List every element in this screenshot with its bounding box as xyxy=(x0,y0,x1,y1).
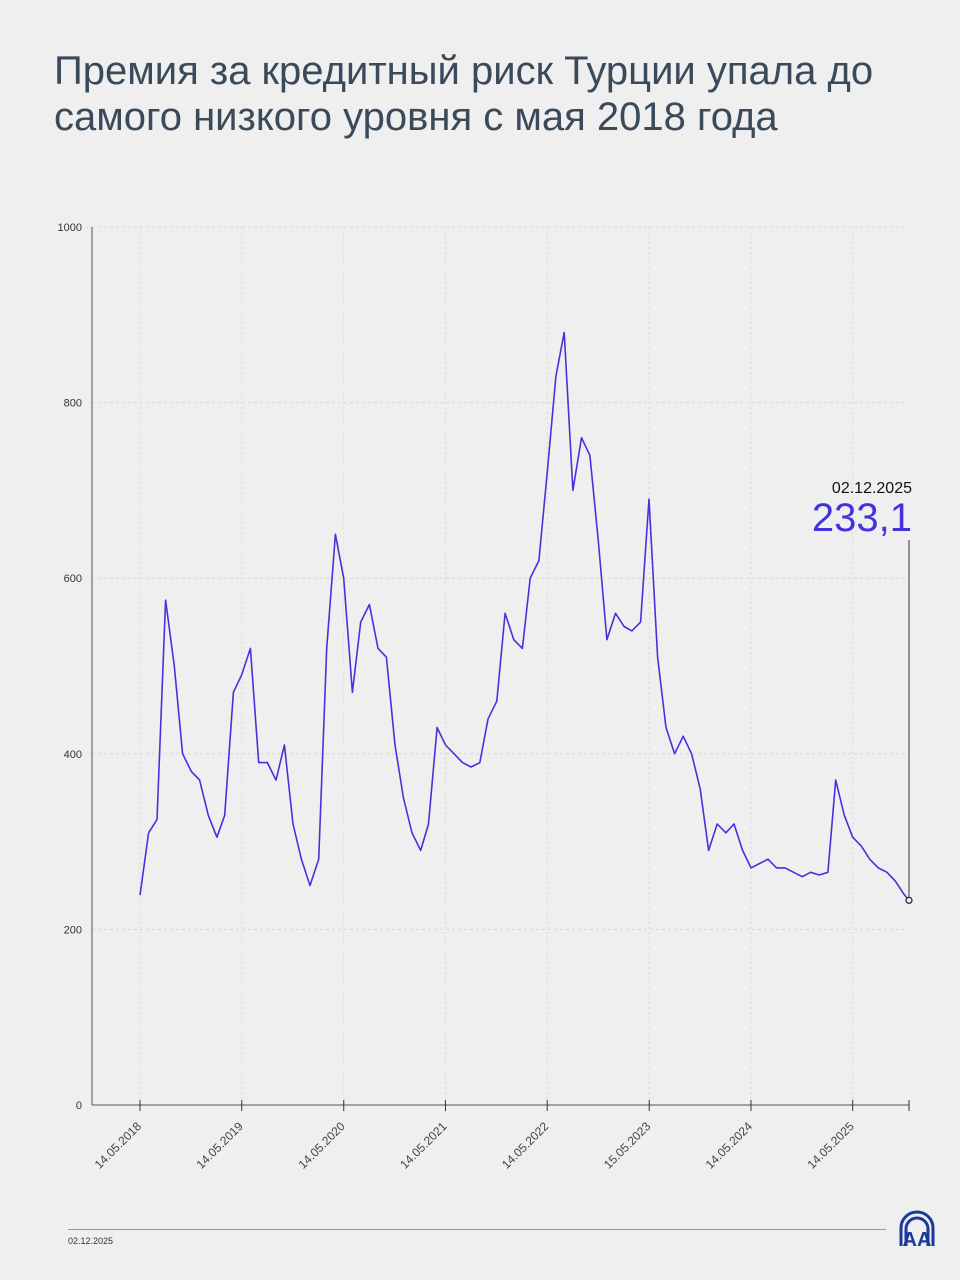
footer-divider xyxy=(68,1229,886,1230)
x-tick-label: 14.05.2019 xyxy=(193,1119,246,1172)
annotation-date: 02.12.2025 xyxy=(831,480,912,497)
x-tick-label: 14.05.2022 xyxy=(499,1119,552,1172)
x-tick-label: 14.05.2020 xyxy=(295,1119,348,1172)
y-tick-label: 1000 xyxy=(58,222,82,234)
svg-text:AA: AA xyxy=(903,1229,932,1250)
y-tick-label: 0 xyxy=(76,1100,82,1112)
series-line xyxy=(139,331,910,901)
x-tick-label: 15.05.2023 xyxy=(601,1119,654,1172)
y-tick-label: 800 xyxy=(64,398,82,410)
x-tick-label: 14.05.2025 xyxy=(804,1119,857,1172)
footer-date: 02.12.2025 xyxy=(68,1236,114,1246)
aa-logo-icon: AA xyxy=(899,1210,935,1250)
x-tick-label: 14.05.2024 xyxy=(703,1119,756,1172)
y-tick-label: 600 xyxy=(64,573,82,585)
x-tick-label: 14.05.2018 xyxy=(92,1119,145,1172)
last-data-point xyxy=(905,896,913,904)
y-tick-label: 200 xyxy=(64,924,82,936)
annotation-value: 233,1 xyxy=(811,496,912,540)
page-title: Премия за кредитный риск Турции упала до… xyxy=(54,49,874,139)
y-tick-label: 400 xyxy=(64,749,82,761)
x-tick-label: 14.05.2021 xyxy=(397,1119,450,1172)
